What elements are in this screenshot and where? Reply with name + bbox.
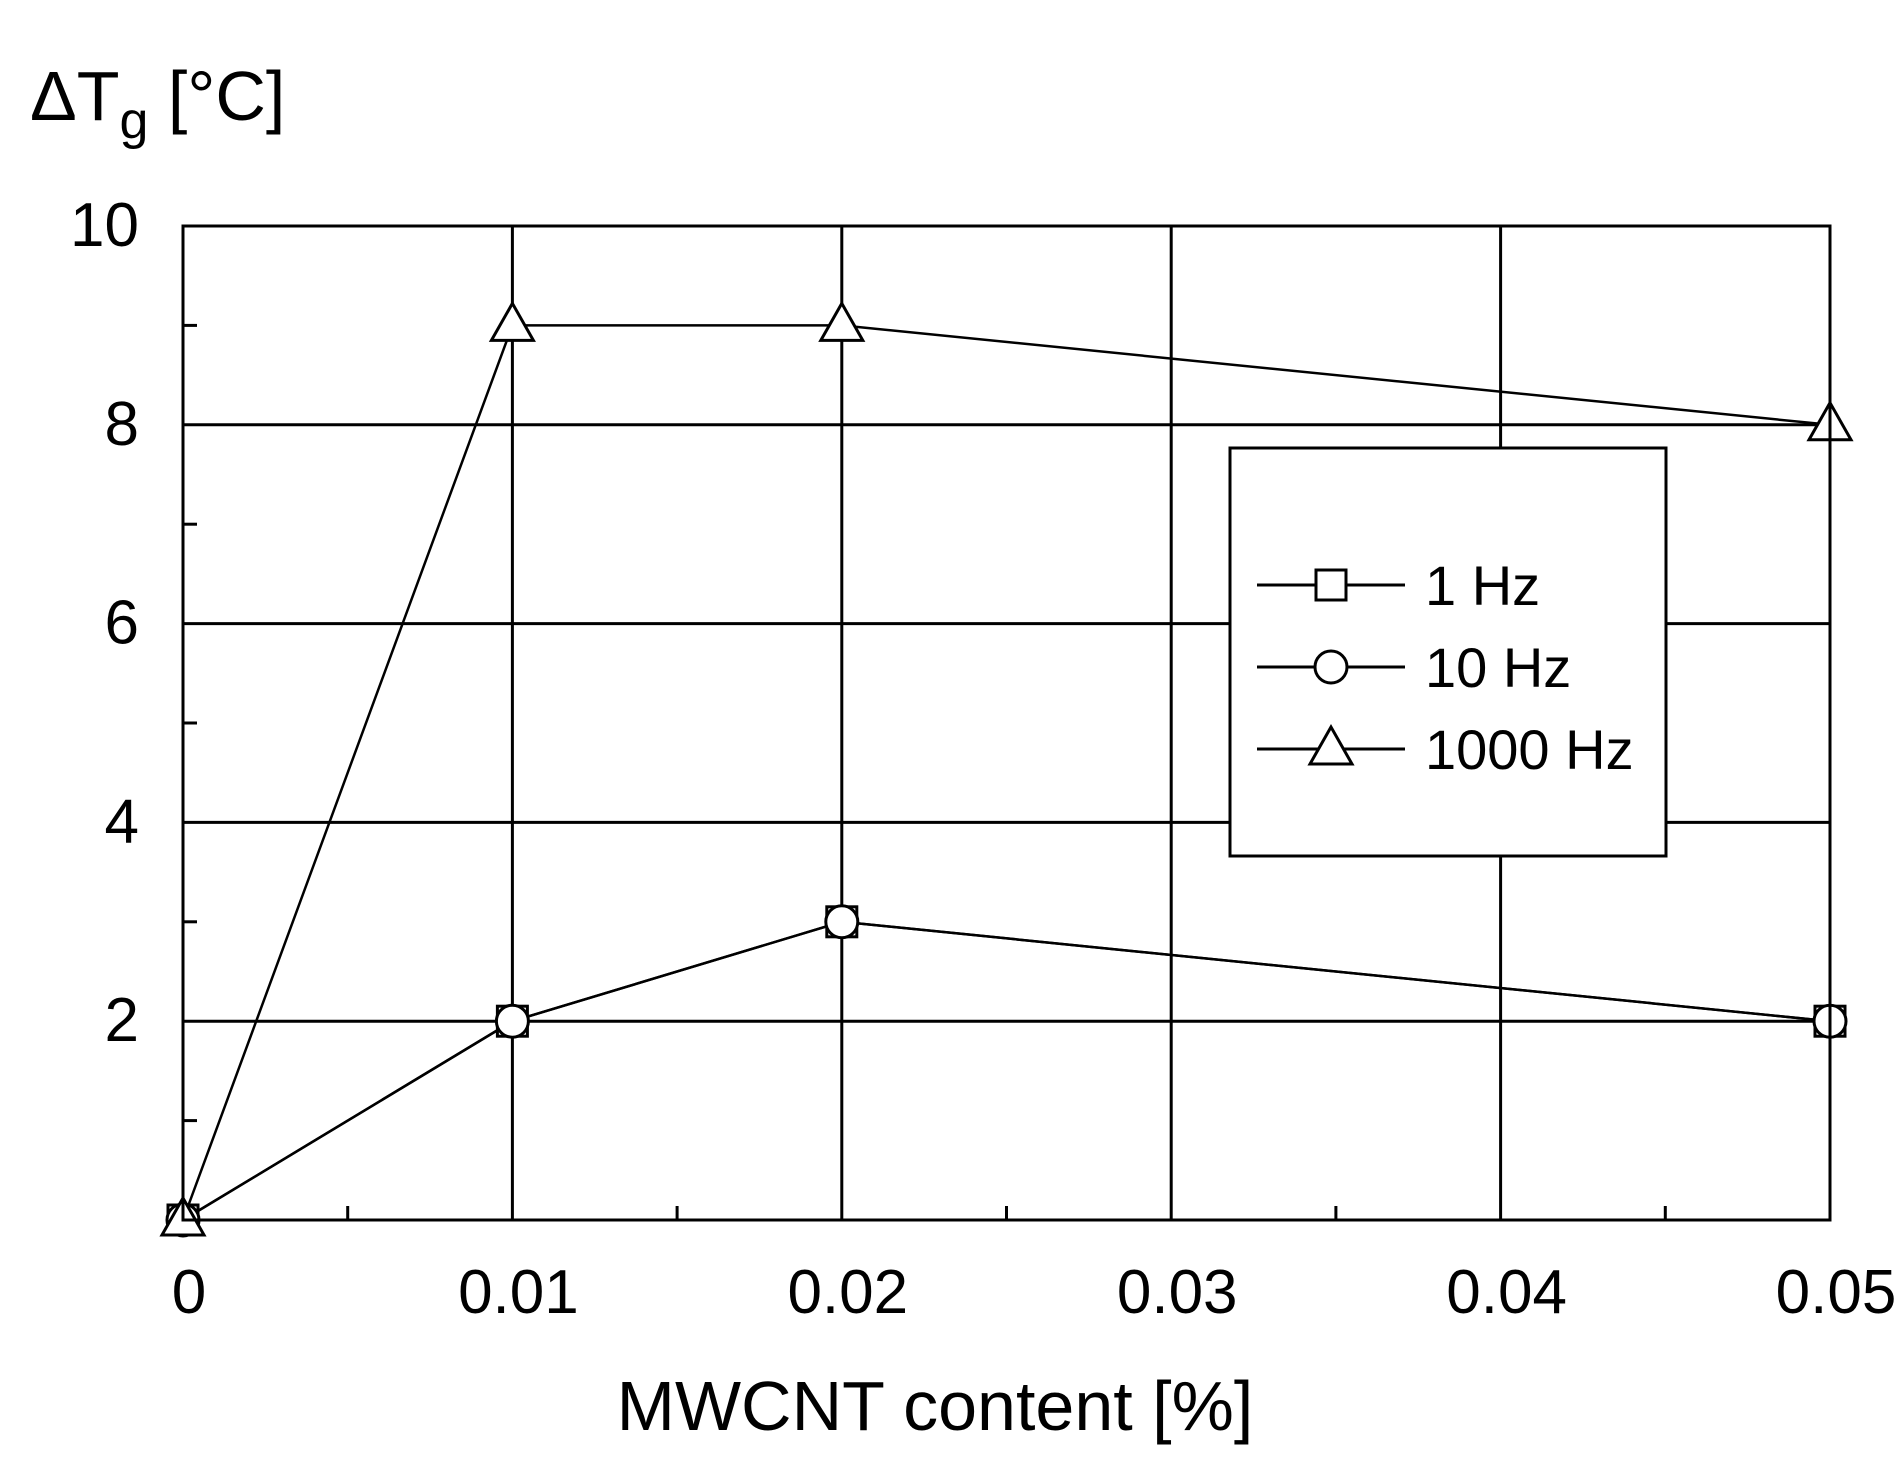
data-point-10-hz	[494, 1003, 530, 1039]
series-markers-1-hz	[166, 905, 1847, 1237]
data-point-10-hz	[824, 904, 860, 940]
y-tick-label: 8	[105, 390, 139, 459]
y-tick-label: 6	[105, 589, 139, 658]
data-point-1000-hz	[488, 300, 536, 342]
legend-marker	[1313, 649, 1349, 685]
series-1000-hz	[181, 324, 1831, 1221]
y-tick-label: 10	[70, 191, 139, 260]
y-tick-labels: 2 4 6 8 10	[70, 191, 139, 1055]
legend: 1 Hz 10 Hz 1000 Hz	[1228, 446, 1668, 858]
x-tick-label: 0	[172, 1258, 206, 1327]
x-tick-labels: 0 0.01 0.02 0.03 0.04 0.05	[172, 1258, 1896, 1327]
legend-label: 10 Hz	[1425, 636, 1571, 699]
data-point-1000-hz	[818, 300, 866, 342]
series-line-1000-hz	[181, 324, 1831, 1221]
x-tick-label: 0.05	[1776, 1258, 1896, 1327]
series-markers-10-hz	[165, 904, 1848, 1238]
legend-items: 1 Hz 10 Hz 1000 Hz	[1257, 554, 1634, 781]
y-tick-label: 2	[105, 986, 139, 1055]
y-tick-label: 4	[105, 787, 139, 856]
x-axis-label: MWCNT content [%]	[617, 1367, 1254, 1445]
legend-item-1000-hz: 1000 Hz	[1257, 718, 1634, 781]
legend-marker	[1307, 723, 1355, 766]
x-tick-label: 0.04	[1446, 1258, 1567, 1327]
plot-frame	[181, 224, 1832, 1222]
legend-label: 1000 Hz	[1425, 718, 1634, 781]
legend-marker	[1314, 568, 1348, 602]
x-tick-label: 0.01	[458, 1258, 579, 1327]
series-10-hz	[182, 920, 1831, 1222]
x-tick-label: 0.02	[787, 1258, 908, 1327]
y-axis-label-prefix: ΔT	[30, 57, 120, 135]
legend-item-1-hz: 1 Hz	[1257, 554, 1540, 617]
y-axis-label-subscript: g	[120, 92, 149, 150]
legend-box	[1228, 446, 1668, 858]
legend-item-10-hz: 10 Hz	[1257, 636, 1571, 699]
series-line-10-hz	[182, 920, 1831, 1222]
minor-ticks	[183, 323, 1667, 1220]
legend-label: 1 Hz	[1425, 554, 1540, 617]
y-axis-label-unit: [°C]	[148, 57, 285, 135]
y-axis-label: ΔTg [°C]	[30, 57, 285, 150]
x-tick-label: 0.03	[1117, 1258, 1238, 1327]
